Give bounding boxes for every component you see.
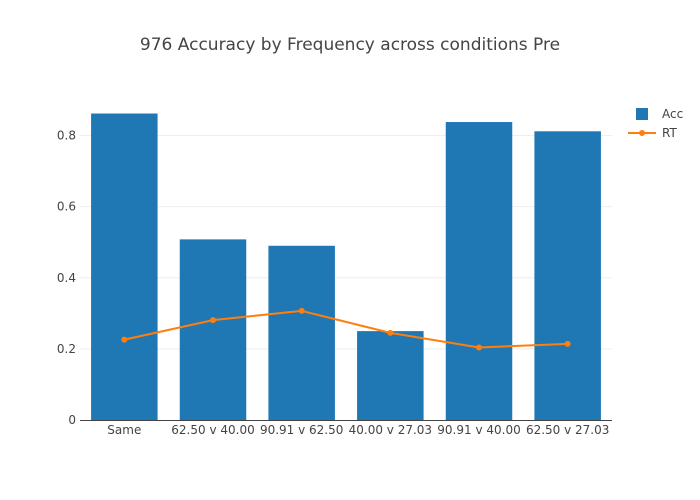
point-rt: [121, 336, 128, 343]
legend: Acc RT: [628, 107, 683, 140]
legend-item[interactable]: RT: [628, 126, 677, 140]
point-rt: [210, 317, 216, 324]
bar-acc: [357, 331, 424, 420]
chart-title: 976 Accuracy by Frequency across conditi…: [140, 35, 560, 55]
x-tick-label: Same: [107, 423, 141, 437]
point-rt: [387, 329, 394, 336]
y-tick-label: 0.2: [57, 342, 76, 356]
line-layer: [121, 307, 571, 351]
legend-swatch: [636, 108, 648, 120]
axis-layer: 0 0.2 0.4 0.6 0.8 Same 62.50 v 40.00 90.91 v 62…: [57, 129, 612, 437]
x-tick-label: 62.50 v 27.03: [526, 423, 609, 437]
y-tick-label: 0.8: [57, 129, 76, 143]
bar-acc: [179, 239, 247, 420]
y-tick-label: 0.4: [57, 271, 76, 285]
legend-label: Acc: [662, 107, 683, 121]
bars-layer: [91, 113, 601, 421]
legend-label: RT: [662, 126, 677, 140]
line-rt: [124, 309, 568, 349]
grid-layer: [80, 135, 612, 350]
bar-acc: [268, 245, 335, 420]
point-rt: [476, 344, 482, 351]
bar-acc: [534, 131, 601, 421]
x-tick-label: 62.50 v 40.00: [171, 423, 254, 437]
x-tick-label: 90.91 v 40.00: [437, 423, 520, 437]
point-rt: [564, 340, 571, 347]
bar-acc: [91, 113, 158, 420]
legend-item[interactable]: Acc: [636, 107, 683, 121]
x-tick-label: 90.91 v 62.50: [260, 423, 343, 437]
y-tick-label: 0.6: [57, 200, 76, 214]
x-tick-label: 40.00 v 27.03: [349, 423, 432, 437]
legend-swatch-marker: [639, 130, 645, 136]
point-rt: [298, 307, 305, 314]
bar-acc: [445, 122, 513, 421]
y-tick-label: 0: [68, 413, 76, 427]
